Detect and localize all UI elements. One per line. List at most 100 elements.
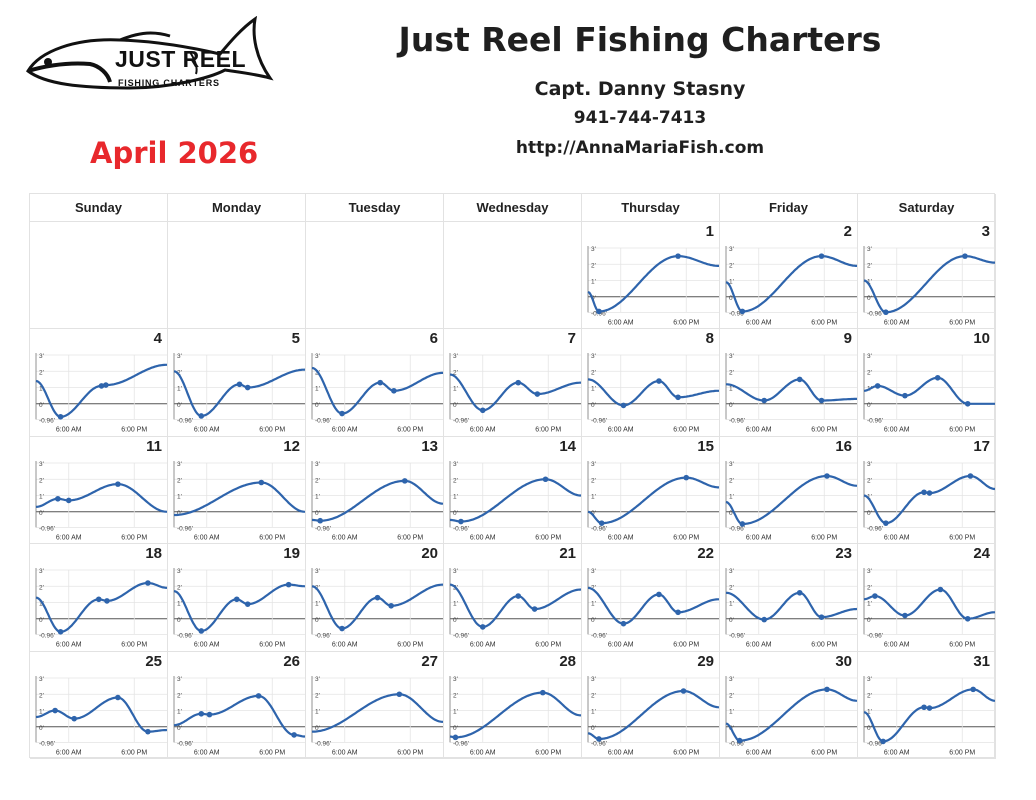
calendar-day-cell[interactable]: 3' 2' 1' 0' -0.96' 6:00 AM 6:00 PM 4	[30, 329, 168, 437]
calendar-day-cell[interactable]: 3' 2' 1' 0' -0.96' 6:00 AM 6:00 PM 8	[582, 329, 720, 437]
tide-chart: 3'2'1'0'-0.96'6:00 AM6:00 PM	[587, 246, 719, 326]
y-tick-label: 2'	[591, 370, 596, 377]
calendar-day-cell[interactable]: 3' 2' 1' 0' -0.96' 6:00 AM 6:00 PM 2	[720, 222, 858, 330]
calendar-day-cell[interactable]: 3' 2' 1' 0' -0.96' 6:00 AM 6:00 PM 14	[444, 436, 582, 545]
y-tick-label: 3'	[867, 246, 872, 253]
calendar-day-cell[interactable]: 3' 2' 1' 0' -0.96' 6:00 AM 6:00 PM 22	[582, 544, 720, 652]
tide-point	[377, 380, 384, 386]
calendar-day-cell[interactable]: 3' 2' 1' 0' -0.96' 6:00 AM 6:00 PM 18	[30, 544, 168, 652]
tide-series-line	[311, 479, 443, 522]
x-tick-label: 6:00 AM	[470, 534, 496, 541]
month-title: April 2026	[90, 136, 259, 170]
calendar-day-cell[interactable]: 3' 2' 1' 0' -0.96' 6:00 AM 6:00 PM 25	[30, 651, 168, 759]
calendar-day-cell[interactable]: 3' 2' 1' 0' -0.96' 6:00 AM 6:00 PM 31	[858, 651, 996, 759]
x-tick-label: 6:00 AM	[608, 319, 634, 326]
website-link[interactable]: http://AnnaMariaFish.com	[515, 138, 765, 158]
y-tick-label: 1'	[315, 601, 320, 608]
y-tick-label: 1'	[591, 279, 596, 286]
calendar-day-cell[interactable]: 3' 2' 1' 0' -0.96' 6:00 AM 6:00 PM 19	[168, 544, 306, 652]
y-tick-label: -0.96'	[729, 740, 745, 747]
y-tick-label: 1'	[39, 493, 44, 500]
y-tick-label: 2'	[729, 262, 734, 269]
tide-point	[874, 383, 881, 390]
y-tick-label: -0.96'	[729, 525, 745, 532]
calendar-day-cell[interactable]: 3' 2' 1' 0' -0.96' 6:00 AM 6:00 PM 9	[720, 329, 858, 437]
x-tick-label: 6:00 AM	[470, 427, 496, 434]
tide-series-line	[311, 692, 443, 733]
y-tick-label: -0.96'	[177, 740, 193, 747]
day-number: 11	[146, 437, 162, 455]
calendar-day-cell[interactable]: 3' 2' 1' 0' -0.96' 6:00 AM 6:00 PM 16	[720, 436, 858, 545]
day-number: 18	[145, 545, 162, 563]
calendar-day-cell[interactable]: 3' 2' 1' 0' -0.96' 6:00 AM 6:00 PM 3	[858, 222, 996, 330]
tide-point	[255, 692, 262, 699]
tide-point	[620, 621, 627, 627]
tide-point	[534, 391, 541, 398]
tide-point	[675, 394, 681, 401]
y-tick-label: 0'	[729, 617, 734, 624]
y-tick-label: 2'	[591, 692, 596, 699]
calendar-day-cell[interactable]: 3' 2' 1' 0' -0.96' 6:00 AM 6:00 PM 13	[306, 436, 444, 545]
y-tick-label: 2'	[867, 692, 872, 699]
tide-point	[598, 520, 605, 526]
calendar-day-cell[interactable]: 3' 2' 1' 0' -0.96' 6:00 AM 6:00 PM 28	[444, 651, 582, 759]
calendar-day-cell[interactable]: 3' 2' 1' 0' -0.96' 6:00 AM 6:00 PM 26	[168, 651, 306, 759]
y-tick-label: 2'	[867, 370, 872, 377]
y-tick-label: 2'	[867, 584, 872, 591]
calendar-day-cell[interactable]: 3' 2' 1' 0' -0.96' 6:00 AM 6:00 PM 30	[720, 651, 858, 759]
calendar-day-cell[interactable]: 3'2'1'0'-0.96'6:00 AM6:00 PM1	[582, 222, 720, 330]
calendar-day-cell[interactable]: 3' 2' 1' 0' -0.96' 6:00 AM 6:00 PM 10	[858, 329, 996, 437]
y-tick-label: 1'	[729, 279, 734, 286]
calendar-day-cell[interactable]: 3' 2' 1' 0' -0.96' 6:00 AM 6:00 PM 7	[444, 329, 582, 437]
tide-point	[233, 596, 240, 603]
tide-point	[55, 495, 61, 502]
calendar-day-cell[interactable]: 3' 2' 1' 0' -0.96' 6:00 AM 6:00 PM 6	[306, 329, 444, 437]
y-tick-label: -0.96'	[39, 418, 55, 425]
tide-series-line	[587, 254, 719, 313]
x-tick-label: 6:00 AM	[884, 319, 910, 326]
tide-point	[531, 606, 538, 613]
x-tick-label: 6:00 PM	[673, 642, 699, 649]
x-tick-label: 6:00 AM	[884, 427, 910, 434]
y-tick-label: 2'	[729, 477, 734, 484]
x-tick-label: 6:00 AM	[608, 749, 634, 756]
calendar-day-cell[interactable]: 3' 2' 1' 0' -0.96' 6:00 AM 6:00 PM 11	[30, 436, 168, 545]
y-tick-label: 0'	[177, 402, 182, 409]
calendar-day-cell[interactable]: 3' 2' 1' 0' -0.96' 6:00 AM 6:00 PM 12	[168, 436, 306, 545]
y-tick-label: 3'	[39, 568, 44, 575]
calendar-day-cell[interactable]: 3' 2' 1' 0' -0.96' 6:00 AM 6:00 PM 17	[858, 436, 996, 545]
y-tick-label: 1'	[453, 708, 458, 715]
calendar-day-cell[interactable]: 3' 2' 1' 0' -0.96' 6:00 AM 6:00 PM 23	[720, 544, 858, 652]
day-number: 2	[843, 223, 852, 240]
calendar-day-cell[interactable]: 3' 2' 1' 0' -0.96' 6:00 AM 6:00 PM 15	[582, 436, 720, 545]
y-tick-label: 1'	[591, 386, 596, 393]
tide-point	[115, 694, 121, 700]
calendar-day-cell[interactable]: 3' 2' 1' 0' -0.96' 6:00 AM 6:00 PM 5	[168, 329, 306, 437]
day-number: 30	[835, 652, 852, 670]
y-tick-label: 2'	[453, 477, 458, 484]
tide-point	[967, 473, 974, 479]
y-tick-label: 3'	[177, 461, 182, 468]
calendar-day-cell[interactable]: 3' 2' 1' 0' -0.96' 6:00 AM 6:00 PM 20	[306, 544, 444, 652]
y-tick-label: 0'	[315, 724, 320, 731]
y-tick-label: 1'	[177, 601, 182, 608]
calendar-day-cell[interactable]: 3' 2' 1' 0' -0.96' 6:00 AM 6:00 PM 29	[582, 651, 720, 759]
y-tick-label: -0.96'	[39, 740, 55, 747]
calendar-day-cell[interactable]: 3' 2' 1' 0' -0.96' 6:00 AM 6:00 PM 27	[306, 651, 444, 759]
calendar-day-cell[interactable]: 3' 2' 1' 0' -0.96' 6:00 AM 6:00 PM 21	[444, 544, 582, 652]
x-tick-label: 6:00 PM	[259, 427, 285, 434]
y-tick-label: 1'	[729, 386, 734, 393]
y-tick-label: -0.96'	[177, 418, 193, 425]
calendar-day-cell[interactable]: 3' 2' 1' 0' -0.96' 6:00 AM 6:00 PM 24	[858, 544, 996, 652]
tide-point	[970, 686, 976, 692]
